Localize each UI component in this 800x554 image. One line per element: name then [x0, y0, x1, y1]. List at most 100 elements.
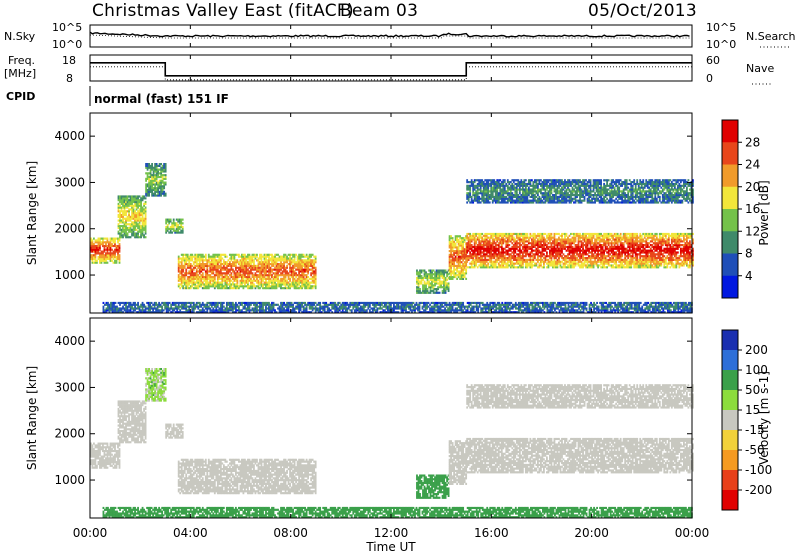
power-cell	[568, 264, 571, 267]
power-cell	[491, 260, 494, 263]
power-cell	[290, 272, 293, 275]
power-cell	[305, 274, 308, 277]
power-cell	[230, 263, 233, 266]
power-cell	[678, 242, 681, 245]
power-cell	[460, 242, 463, 245]
power-cell	[431, 289, 433, 293]
power-cell	[286, 266, 288, 269]
power-cell	[283, 259, 285, 262]
power-cell	[570, 240, 572, 243]
power-cell	[201, 268, 204, 271]
power-cell	[239, 281, 242, 284]
power-cell	[469, 240, 472, 243]
power-cell	[517, 260, 520, 263]
power-cell	[178, 220, 181, 223]
power-cell	[561, 256, 563, 260]
power-cell	[228, 261, 231, 264]
power-cell	[485, 236, 488, 239]
power-cell	[161, 174, 164, 177]
power-cell	[562, 240, 565, 243]
power-cell	[450, 237, 453, 240]
power-cell	[227, 270, 230, 273]
power-cell	[263, 281, 266, 284]
power-cell	[532, 245, 535, 249]
power-cell	[470, 255, 473, 258]
power-cell	[140, 210, 142, 213]
power-cell	[132, 228, 135, 231]
power-cell	[661, 253, 664, 256]
power-cell	[120, 202, 123, 205]
power-cell	[304, 287, 307, 290]
power-cell	[197, 281, 200, 284]
power-cell	[198, 259, 201, 262]
power-cell	[152, 174, 155, 177]
power-cell	[161, 187, 164, 190]
power-cell	[539, 253, 542, 256]
power-cell	[478, 238, 481, 241]
power-cell	[479, 236, 482, 239]
power-cell	[543, 240, 545, 243]
power-cell	[144, 225, 147, 228]
power-cell	[305, 287, 308, 290]
power-cell	[103, 259, 106, 262]
power-cell	[527, 240, 530, 243]
power-cell	[441, 271, 444, 274]
power-cell	[108, 241, 110, 244]
power-cell	[204, 277, 207, 280]
power-cell	[91, 261, 94, 264]
power-cell	[494, 253, 497, 256]
power-cell	[438, 291, 441, 294]
power-cell	[660, 262, 663, 265]
power-cell	[93, 261, 95, 264]
power-cell	[274, 274, 276, 277]
power-cell	[141, 223, 144, 226]
power-cell	[277, 279, 279, 282]
power-cell	[105, 243, 107, 246]
power-cell	[148, 185, 150, 188]
power-cell	[552, 236, 554, 239]
power-cell	[462, 242, 465, 245]
power-cell	[257, 281, 260, 284]
power-cell	[673, 249, 676, 252]
power-cell	[157, 164, 160, 168]
power-cell	[144, 212, 147, 215]
power-cell	[250, 255, 252, 258]
power-cell	[158, 175, 161, 179]
power-cell	[538, 255, 541, 258]
power-cell	[245, 268, 248, 271]
power-cell	[207, 275, 210, 279]
power-cell	[579, 232, 581, 236]
power-cell	[118, 248, 121, 251]
power-cell	[448, 261, 451, 264]
power-cell	[290, 268, 293, 271]
power-cell	[185, 274, 188, 277]
power-cell	[618, 249, 621, 252]
power-cell	[435, 273, 438, 276]
power-cell	[207, 264, 210, 268]
power-cell	[197, 283, 200, 286]
power-cell	[302, 255, 305, 258]
power-cell	[225, 279, 228, 282]
power-cell	[274, 261, 276, 264]
power-cell	[180, 222, 183, 225]
power-cell	[678, 236, 681, 239]
power-cell	[117, 252, 119, 255]
power-cell	[155, 168, 158, 171]
power-cell	[201, 275, 204, 279]
power-cell	[227, 277, 230, 280]
power-cell	[496, 256, 499, 260]
power-cell	[546, 236, 548, 239]
power-cell	[313, 275, 316, 279]
power-cell	[607, 251, 610, 254]
power-cell	[234, 272, 237, 275]
power-cell	[532, 236, 535, 239]
power-cell	[574, 258, 577, 261]
power-cell	[454, 237, 457, 240]
power-cell	[435, 289, 438, 293]
power-cell	[266, 274, 269, 277]
power-cell	[102, 256, 104, 259]
power-cell	[283, 253, 285, 256]
power-cell	[241, 279, 243, 282]
power-cell	[277, 275, 279, 279]
power-cell	[260, 279, 263, 282]
